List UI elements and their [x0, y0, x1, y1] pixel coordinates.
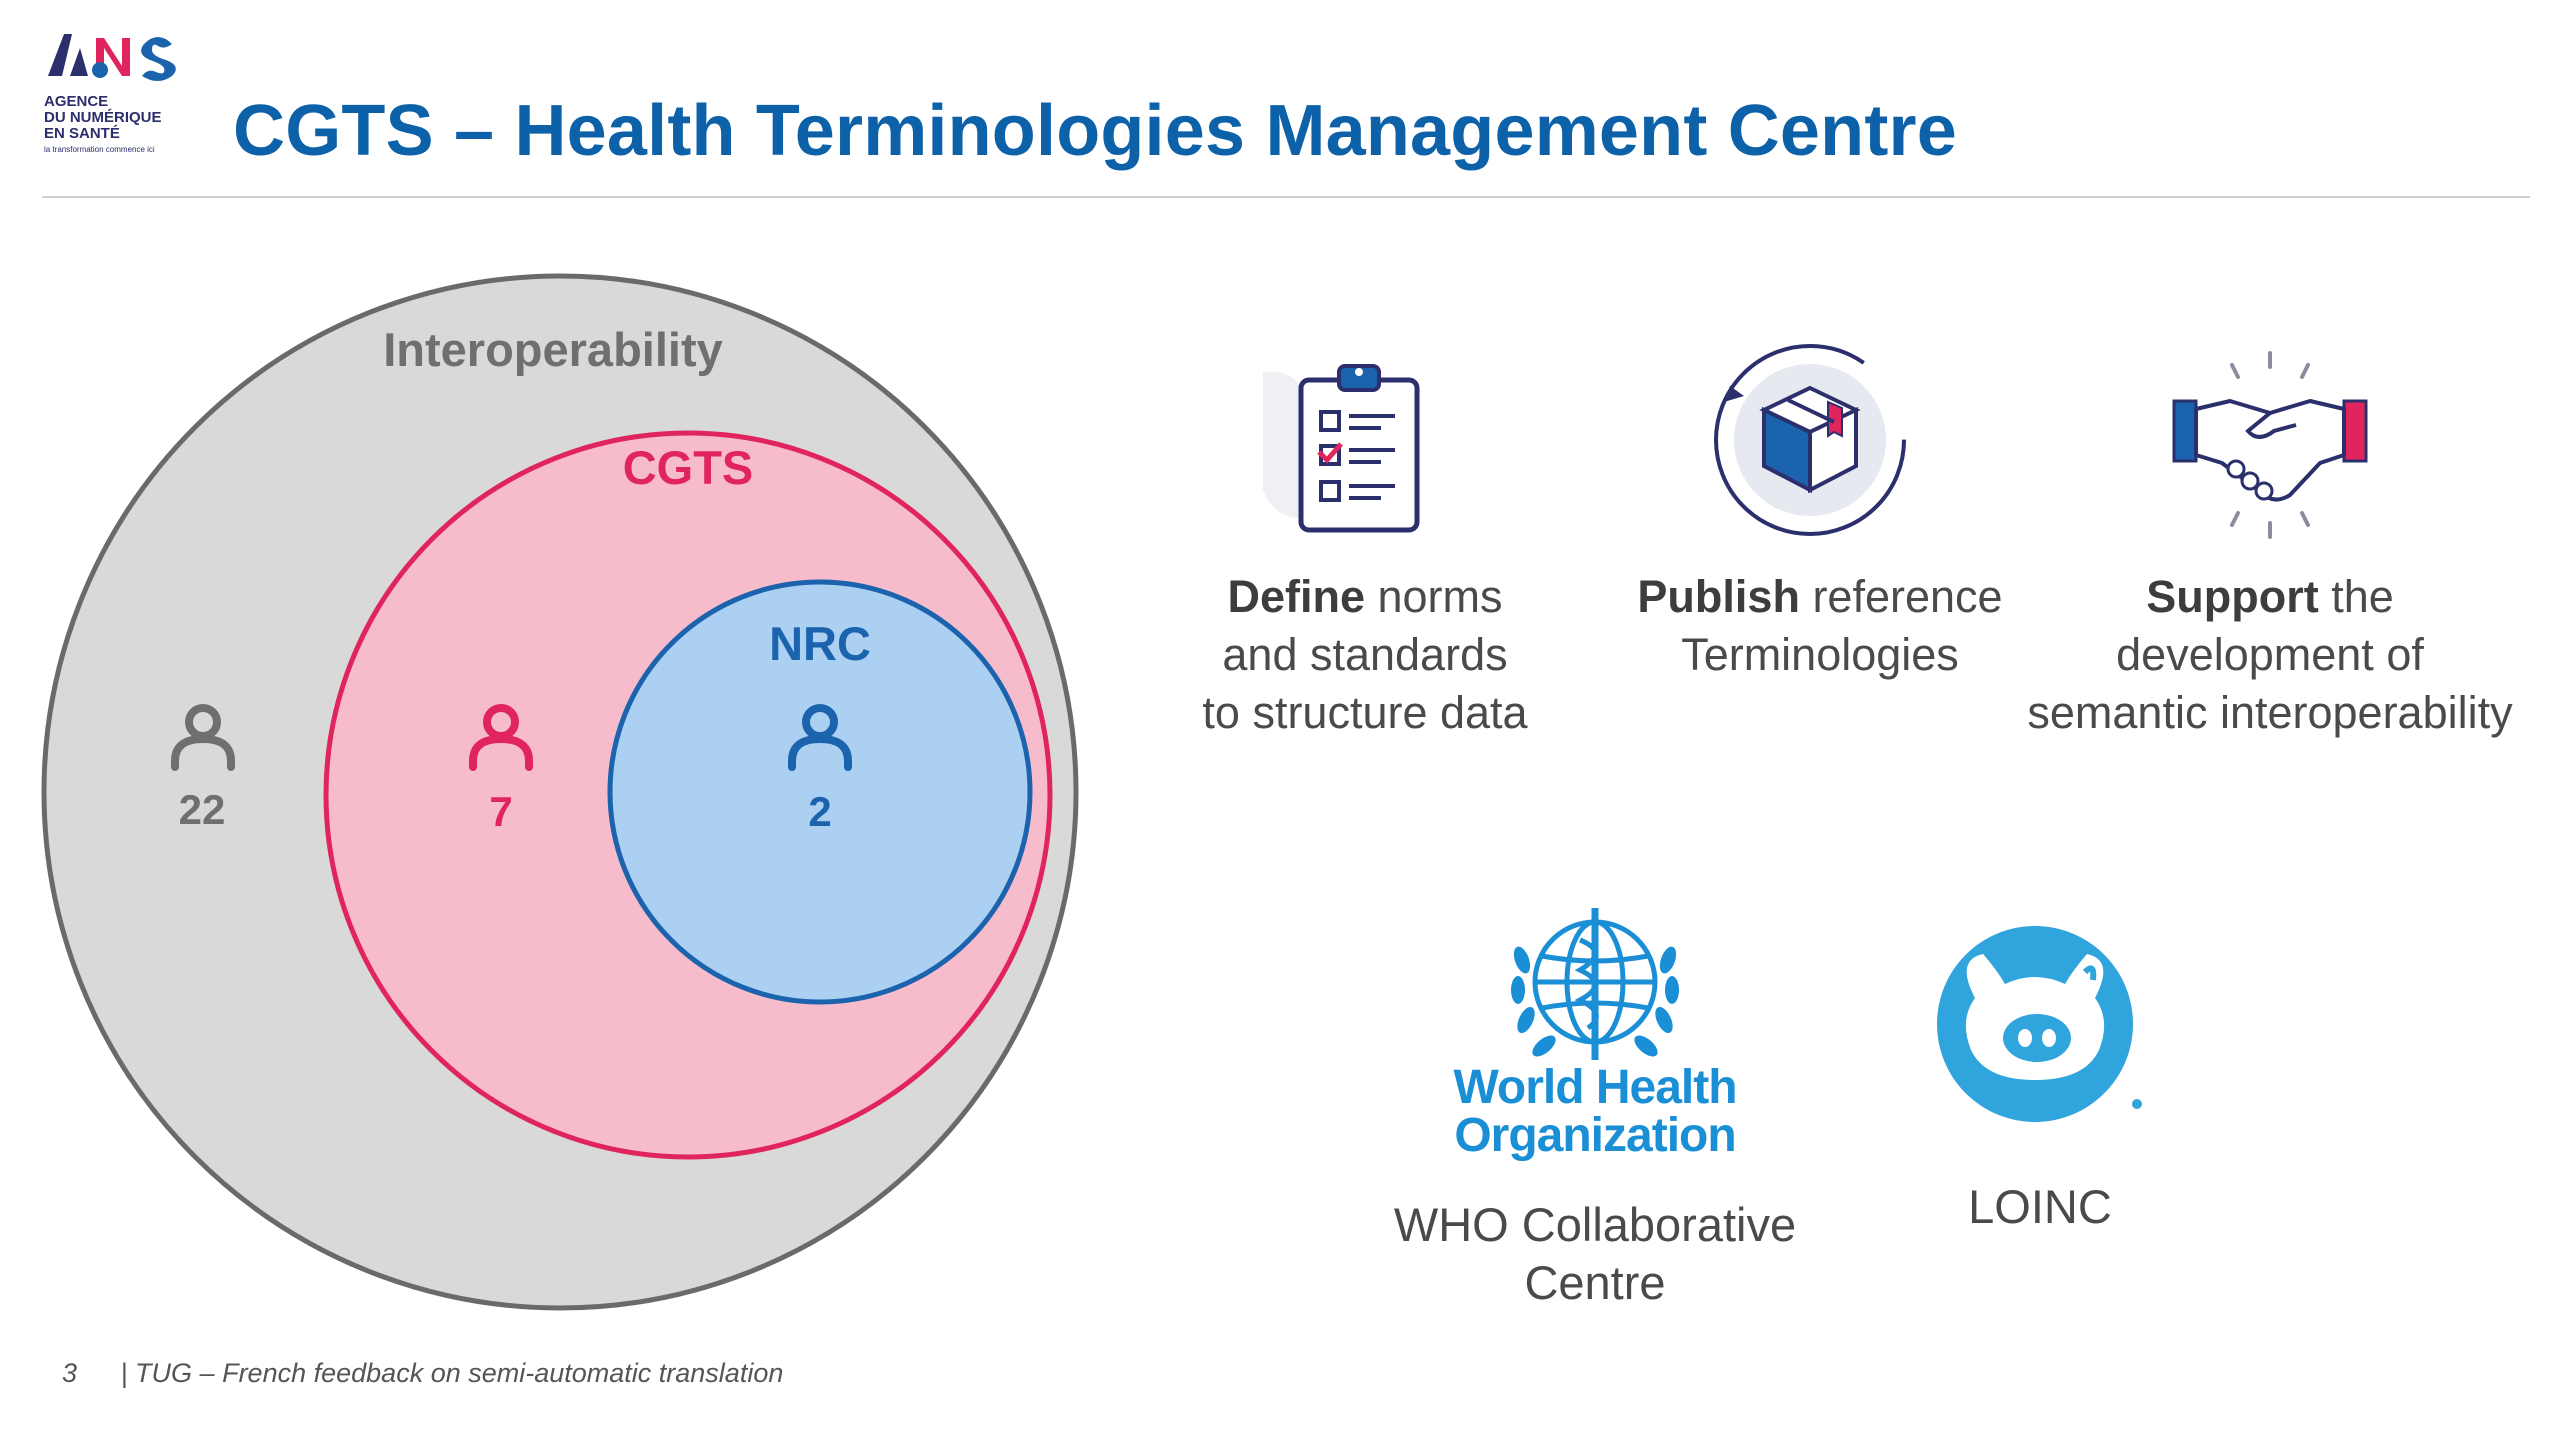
feature-support-bold: Support	[2146, 571, 2319, 622]
feature-support: Support the development of semantic inte…	[2000, 568, 2540, 742]
venn-diagram: Interoperability CGTS NRC 22 7 2	[41, 273, 1079, 1311]
feature-publish-rest: reference	[1799, 571, 2003, 622]
feature-publish-bold: Publish	[1637, 571, 1800, 622]
interoperability-label: Interoperability	[383, 323, 723, 376]
feature-support-line-2: development of	[2116, 629, 2424, 680]
feature-publish-line-2: Terminologies	[1681, 629, 1959, 680]
logo-line-2: DU NUMÉRIQUE	[44, 109, 162, 126]
loinc-caption: LOINC	[1968, 1180, 2112, 1233]
loinc-pig-icon	[1937, 926, 2142, 1122]
header-divider	[42, 196, 2530, 198]
feature-define-line-1: Define norms	[1170, 568, 1560, 626]
feature-define-rest: norms	[1365, 571, 1503, 622]
feature-define: Define norms and standards to structure …	[1170, 568, 1560, 742]
feature-define-bold: Define	[1227, 571, 1365, 622]
person-icon-interoperability	[171, 704, 235, 771]
handshake-icon	[2172, 351, 2368, 539]
nrc-count: 2	[808, 788, 831, 835]
person-icon-nrc	[788, 704, 852, 771]
nrc-circle	[607, 579, 1033, 1005]
who-logo-text: World Health Organization	[1430, 1064, 1760, 1160]
feature-define-line-2: and standards	[1222, 629, 1508, 680]
page-title: CGTS – Health Terminologies Management C…	[233, 91, 1957, 171]
nrc-label: NRC	[769, 617, 871, 670]
logo-line-3: EN SANTÉ	[44, 125, 120, 142]
logo-line-1: AGENCE	[44, 93, 108, 110]
page-number: 3	[62, 1358, 78, 1388]
feature-define-line-3: to structure data	[1202, 687, 1528, 738]
slide-footer: 3 | TUG – French feedback on semi-automa…	[62, 1358, 783, 1389]
feature-publish-line-1: Publish reference	[1625, 568, 2015, 626]
person-icon-cgts	[469, 704, 533, 771]
package-cycle-icon	[1714, 344, 1906, 536]
who-caption-line-2: Centre	[1524, 1256, 1666, 1309]
who-logo-line-1: World Health	[1453, 1061, 1737, 1114]
who-caption: WHO Collaborative Centre	[1375, 1196, 1815, 1312]
who-caption-line-1: WHO Collaborative	[1393, 1198, 1797, 1251]
feature-support-rest: the	[2318, 571, 2394, 622]
cgts-count: 7	[489, 788, 512, 835]
footer-text: | TUG – French feedback on semi-automati…	[120, 1358, 784, 1388]
ans-logo: AGENCE DU NUMÉRIQUE EN SANTÉ la transfor…	[40, 28, 230, 166]
who-emblem-icon	[1511, 908, 1679, 1060]
interoperability-count: 22	[179, 786, 226, 833]
logo-tagline: la transformation commence ici	[44, 145, 155, 154]
ans-logo-mark: AGENCE DU NUMÉRIQUE EN SANTÉ la transfor…	[44, 34, 176, 154]
feature-support-line-1: Support the	[2000, 568, 2540, 626]
cgts-label: CGTS	[623, 441, 754, 494]
checklist-clipboard-icon	[1263, 364, 1420, 533]
feature-publish: Publish reference Terminologies	[1625, 568, 2015, 684]
feature-support-line-3: semantic interoperability	[2027, 687, 2513, 738]
who-logo-line-2: Organization	[1454, 1109, 1736, 1162]
